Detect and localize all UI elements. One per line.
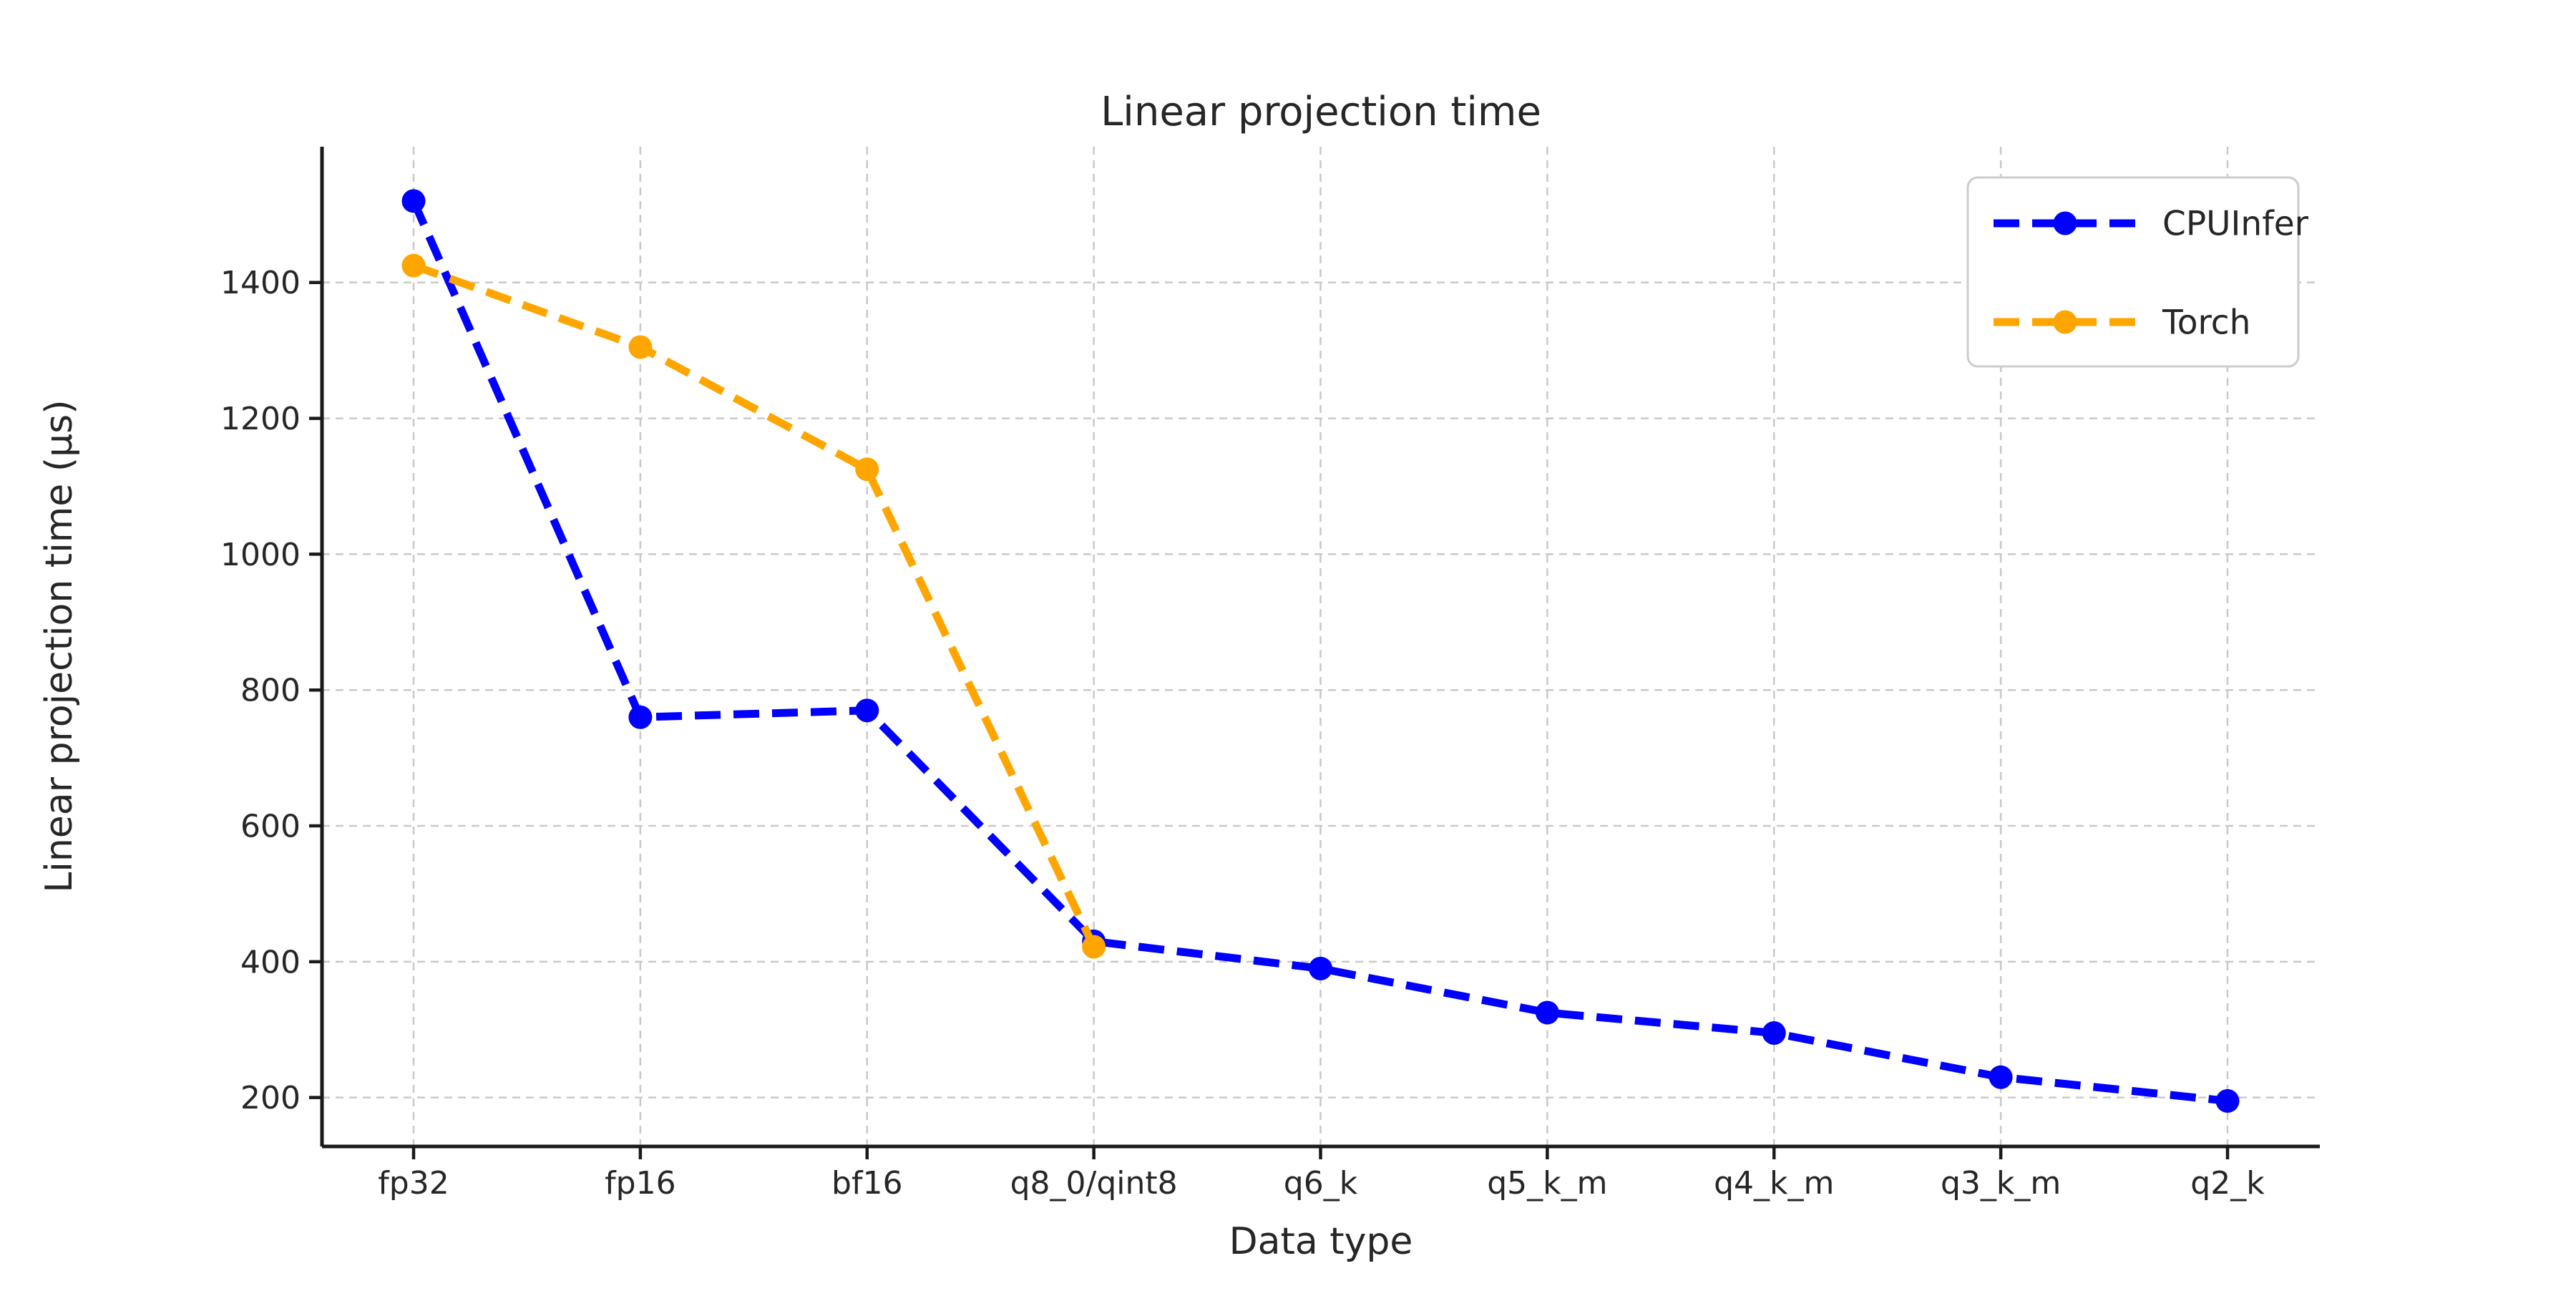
legend-entry-cpuinfer: CPUInfer bbox=[1994, 204, 2309, 243]
y-tick-label: 600 bbox=[240, 808, 301, 844]
data-point-torch bbox=[401, 253, 426, 278]
data-point-torch bbox=[1082, 935, 1106, 959]
x-axis-label: Data type bbox=[1229, 1220, 1413, 1263]
legend: CPUInfer Torch bbox=[1966, 176, 2309, 368]
y-tick-label: 1200 bbox=[220, 401, 301, 437]
y-tick-label: 400 bbox=[240, 944, 301, 980]
x-tick-label: q4_k_m bbox=[1714, 1165, 1834, 1202]
y-tick-label: 200 bbox=[240, 1080, 301, 1116]
data-point-cpuinfer bbox=[628, 705, 653, 729]
series-layer bbox=[401, 189, 2240, 1113]
legend-entry-torch: Torch bbox=[1994, 303, 2250, 342]
y-tick-label: 1000 bbox=[220, 537, 301, 573]
x-tick-label: q3_k_m bbox=[1941, 1165, 2061, 1202]
x-tick-label: fp32 bbox=[378, 1165, 449, 1202]
x-tick-label: q6_k bbox=[1284, 1165, 1358, 1202]
legend-label: Torch bbox=[2162, 303, 2250, 342]
data-point-torch bbox=[628, 335, 653, 359]
legend-marker bbox=[2053, 310, 2077, 334]
data-point-torch bbox=[855, 457, 879, 482]
x-tick-label: q5_k_m bbox=[1487, 1165, 1607, 1202]
data-point-cpuinfer bbox=[855, 698, 879, 723]
series-line-torch bbox=[412, 261, 1098, 949]
chart-title: Linear projection time bbox=[1101, 89, 1541, 135]
data-point-cpuinfer bbox=[1535, 1000, 1559, 1025]
y-tick-label: 1400 bbox=[220, 265, 301, 301]
data-point-cpuinfer bbox=[401, 189, 426, 213]
x-tick-label: q8_0/qint8 bbox=[1010, 1165, 1178, 1202]
legend-label: CPUInfer bbox=[2162, 204, 2309, 243]
x-tick-label: q2_k bbox=[2190, 1165, 2265, 1202]
data-point-cpuinfer bbox=[1989, 1065, 2013, 1089]
x-tick-label: fp16 bbox=[605, 1165, 675, 1202]
data-point-cpuinfer bbox=[2215, 1088, 2240, 1113]
y-tick-label: 800 bbox=[240, 673, 301, 709]
x-tick-label: bf16 bbox=[831, 1165, 902, 1202]
y-axis-label: Linear projection time (μs) bbox=[38, 399, 81, 892]
series-line-cpuinfer bbox=[409, 199, 2228, 1105]
data-point-cpuinfer bbox=[1309, 956, 1332, 980]
axes-layer: 200 400 600 800 1000 1200 1400 fp32 fp16 bf16 q8_0… bbox=[220, 147, 2320, 1202]
data-point-cpuinfer bbox=[1762, 1021, 1786, 1046]
legend-marker bbox=[2053, 211, 2077, 235]
